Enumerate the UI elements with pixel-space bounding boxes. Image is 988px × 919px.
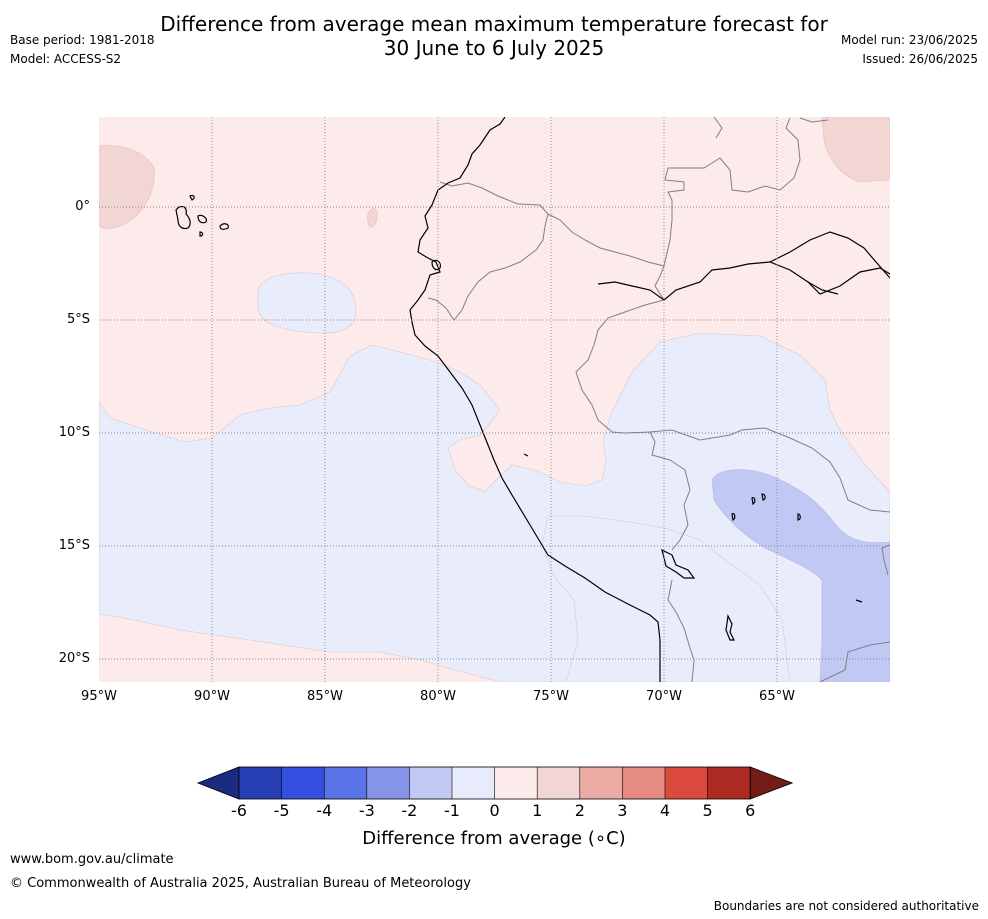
lat-label-15s: 15°S [58,538,90,553]
coastlines [175,117,890,682]
map-title: Difference from average mean maximum tem… [0,12,988,60]
model-label: Model: ACCESS-S2 [10,52,122,66]
colorbar-tick-label: 6 [745,801,756,820]
colorbar-tick-label: -5 [273,801,290,820]
colorbar-tick-label: 2 [574,801,585,820]
issued-label: Issued: 26/06/2025 [862,52,978,66]
anomaly-region-cool-moderate [711,469,890,682]
colorbar-segment [707,767,751,799]
colorbar-segment [579,767,623,799]
lon-label-70w: 70°W [646,689,682,704]
copyright-notice: © Commonwealth of Australia 2025, Austra… [10,876,471,891]
colorbar-tick-label: 0 [489,801,500,820]
colorbar-segment [409,767,453,799]
colorbar-arrow-high [749,766,794,800]
colorbar-arrow-low [196,766,240,800]
colorbar-segment [239,767,283,799]
lat-label-10s: 10°S [58,425,90,440]
lon-label-75w: 75°W [533,689,569,704]
colorbar-segment [665,767,709,799]
lat-label-20s: 20°S [58,651,90,666]
country-borders [427,117,890,682]
colorbar-segment [281,767,325,799]
colorbar [196,766,794,800]
colorbar-tick-label: 1 [532,801,543,820]
colorbar-tick-label: -6 [231,801,247,820]
lon-label-65w: 65°W [759,689,795,704]
lon-label-85w: 85°W [307,689,343,704]
colorbar-tick-label: -3 [358,801,375,820]
anomaly-region-cool-small [257,272,357,334]
colorbar-tick-label: -2 [401,801,418,820]
anomaly-region-cool-large [99,332,890,682]
lon-label-80w: 80°W [420,689,456,704]
lat-label-0: 0° [75,199,90,214]
map-area [99,117,890,682]
colorbar-tick-label: -4 [316,801,333,820]
colorbar-segment [324,767,368,799]
base-period-label: Base period: 1981-2018 [10,33,155,47]
colorbar-tick-label: 4 [659,801,671,820]
colorbar-segment [452,767,496,799]
anomaly-region-warm-galapagos [367,208,378,228]
colorbar-segment [622,767,666,799]
website-link[interactable]: www.bom.gov.au/climate [10,852,174,867]
colorbar-tick-label: 5 [702,801,713,820]
colorbar-segment [366,767,410,799]
colorbar-label: Difference from average (∘C) [362,828,626,849]
boundary-disclaimer: Boundaries are not considered authoritat… [713,899,979,913]
title-line-1: Difference from average mean maximum tem… [160,12,828,36]
anomaly-region-warm-west [99,145,155,229]
lon-label-95w: 95°W [81,689,117,704]
colorbar-segment [494,767,538,799]
graticule [99,117,890,682]
anomaly-region-warm-northeast [821,117,890,183]
colorbar-tick-label: -1 [444,801,460,820]
model-run-label: Model run: 23/06/2025 [840,33,978,47]
colorbar-segment [537,767,581,799]
lat-label-5s: 5°S [66,312,90,327]
title-line-2: 30 June to 6 July 2025 [383,36,605,60]
lon-label-90w: 90°W [194,689,230,704]
colorbar-tick-label: 3 [617,801,628,820]
